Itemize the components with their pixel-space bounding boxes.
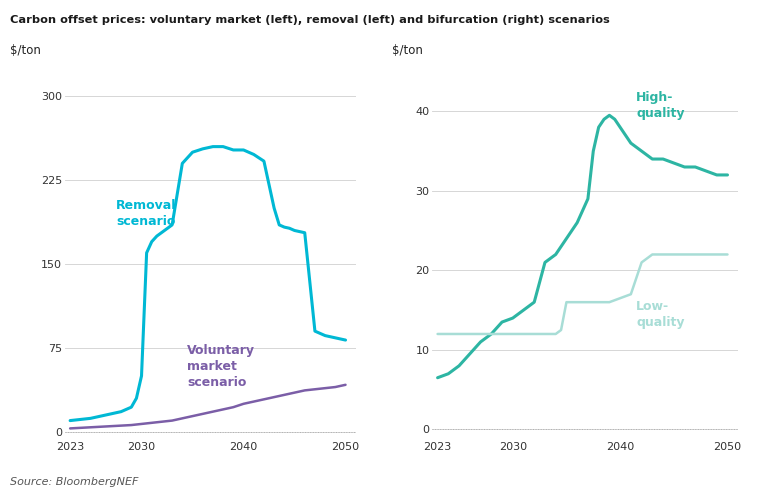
Text: $/ton: $/ton <box>392 44 423 57</box>
Text: Voluntary
market
scenario: Voluntary market scenario <box>187 344 256 390</box>
Text: Low-
quality: Low- quality <box>636 300 685 329</box>
Text: High-
quality: High- quality <box>636 91 685 120</box>
Text: $/ton: $/ton <box>10 44 41 57</box>
Text: Removal
scenario: Removal scenario <box>116 199 177 228</box>
Text: Source: BloombergNEF: Source: BloombergNEF <box>10 477 138 487</box>
Text: Carbon offset prices: voluntary market (left), removal (left) and bifurcation (r: Carbon offset prices: voluntary market (… <box>10 15 610 25</box>
